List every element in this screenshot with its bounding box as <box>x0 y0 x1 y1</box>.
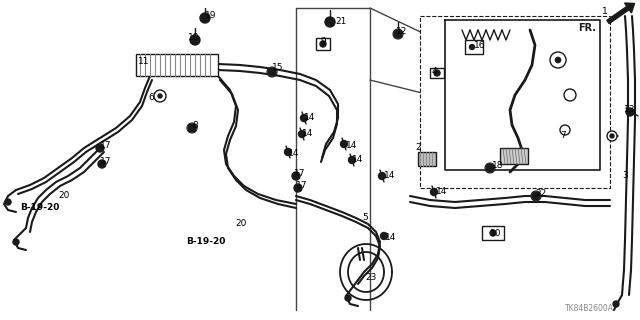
Circle shape <box>340 140 348 148</box>
Circle shape <box>613 301 619 307</box>
Text: 11: 11 <box>138 58 150 67</box>
Text: 7: 7 <box>560 132 566 140</box>
Circle shape <box>434 70 440 76</box>
Circle shape <box>560 125 570 135</box>
Text: 20: 20 <box>235 220 246 228</box>
Bar <box>482 226 504 240</box>
Circle shape <box>381 233 387 239</box>
Text: 1: 1 <box>602 7 608 17</box>
Circle shape <box>345 295 351 301</box>
Text: 14: 14 <box>346 140 357 149</box>
Circle shape <box>200 13 210 23</box>
Circle shape <box>393 29 403 39</box>
Text: 18: 18 <box>492 162 504 171</box>
Circle shape <box>298 131 305 138</box>
Bar <box>500 148 528 164</box>
Circle shape <box>394 30 402 38</box>
Bar <box>430 68 444 78</box>
Text: 20: 20 <box>58 191 69 201</box>
Circle shape <box>485 163 495 173</box>
Circle shape <box>98 160 106 168</box>
Circle shape <box>378 172 385 180</box>
Circle shape <box>301 115 307 122</box>
Circle shape <box>486 164 494 172</box>
Circle shape <box>470 44 474 50</box>
Text: FR.: FR. <box>578 23 596 33</box>
Text: 21: 21 <box>335 18 346 27</box>
Text: 12: 12 <box>396 28 408 36</box>
Circle shape <box>267 67 277 77</box>
Circle shape <box>285 148 291 156</box>
Text: 14: 14 <box>352 156 364 164</box>
Text: 14: 14 <box>304 114 316 123</box>
Text: 8: 8 <box>192 121 198 130</box>
Circle shape <box>564 89 576 101</box>
Text: 2: 2 <box>415 143 420 153</box>
Text: 3: 3 <box>622 171 628 180</box>
Circle shape <box>607 131 617 141</box>
Circle shape <box>187 123 197 133</box>
Circle shape <box>292 172 300 180</box>
Circle shape <box>5 199 11 205</box>
Text: 14: 14 <box>436 188 447 196</box>
Text: 17: 17 <box>296 180 307 189</box>
Bar <box>136 54 218 76</box>
Text: 9: 9 <box>320 37 326 46</box>
Bar <box>418 152 436 166</box>
Circle shape <box>610 134 614 138</box>
Circle shape <box>349 156 355 164</box>
Circle shape <box>532 192 540 200</box>
Text: 16: 16 <box>474 42 486 51</box>
Text: 5: 5 <box>362 213 368 222</box>
Text: TK84B2600A: TK84B2600A <box>565 304 614 313</box>
Text: 22: 22 <box>535 188 547 197</box>
Circle shape <box>325 17 335 27</box>
Text: 6: 6 <box>148 93 154 102</box>
Text: 14: 14 <box>288 148 300 157</box>
FancyArrow shape <box>607 3 634 24</box>
Text: 14: 14 <box>302 129 314 138</box>
Text: 14: 14 <box>385 234 396 243</box>
Text: 17: 17 <box>294 169 305 178</box>
Text: 19: 19 <box>205 12 216 20</box>
Text: 17: 17 <box>100 157 111 166</box>
Text: 10: 10 <box>490 229 502 238</box>
Text: B-19-20: B-19-20 <box>186 237 225 246</box>
Text: 13: 13 <box>624 106 636 115</box>
Bar <box>465 40 483 54</box>
Text: 19: 19 <box>188 34 200 43</box>
Bar <box>316 38 330 50</box>
Circle shape <box>190 35 200 45</box>
Circle shape <box>431 188 438 196</box>
Circle shape <box>555 57 561 63</box>
Circle shape <box>188 124 196 132</box>
Circle shape <box>154 90 166 102</box>
Text: 23: 23 <box>365 274 376 283</box>
Circle shape <box>13 239 19 245</box>
Circle shape <box>96 144 104 152</box>
Circle shape <box>550 52 566 68</box>
Text: 14: 14 <box>384 172 396 180</box>
Circle shape <box>268 68 276 76</box>
Circle shape <box>294 184 302 192</box>
Circle shape <box>490 230 496 236</box>
Circle shape <box>158 94 162 98</box>
Bar <box>420 16 610 188</box>
Text: B-19-20: B-19-20 <box>20 204 60 212</box>
Circle shape <box>320 41 326 47</box>
Circle shape <box>531 191 541 201</box>
Text: 17: 17 <box>100 141 111 150</box>
Circle shape <box>626 108 634 116</box>
Text: 15: 15 <box>272 63 284 73</box>
Text: 4: 4 <box>432 68 438 76</box>
